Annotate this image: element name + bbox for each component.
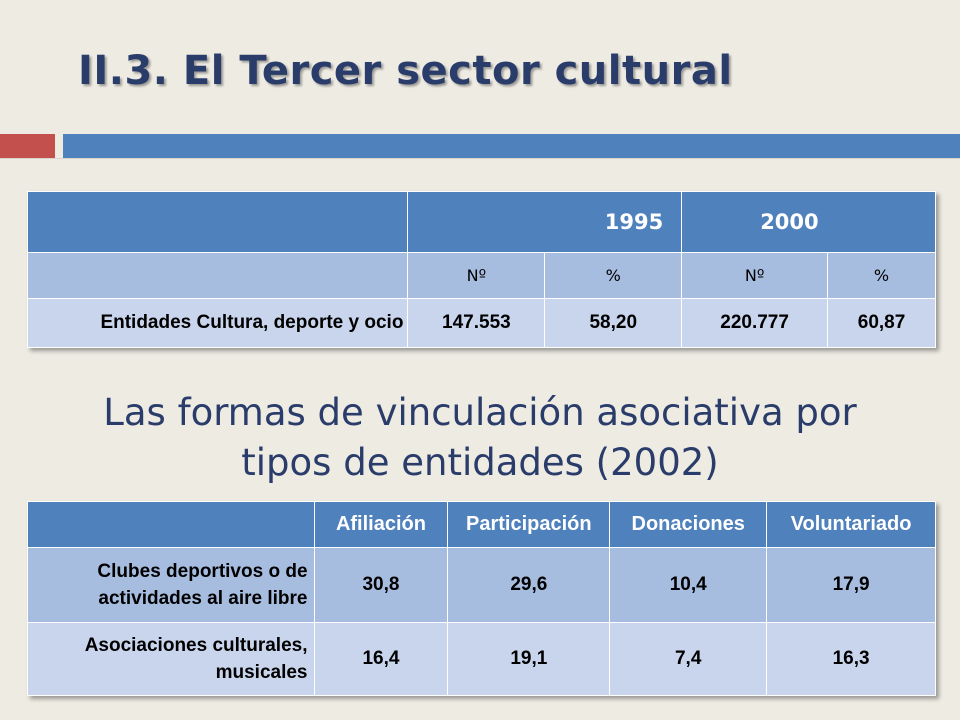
- entities-table: 1995 2000 Nº % Nº % Entidades Cultura, d…: [26, 191, 936, 348]
- column-header: Afiliación: [313, 501, 449, 548]
- table-cell: 29,6: [447, 547, 611, 623]
- section-subtitle: Las formas de vinculación asociativa por…: [0, 388, 960, 488]
- column-header: Participación: [447, 501, 611, 548]
- subtitle-line: tipos de entidades (2002): [241, 441, 719, 484]
- row-label: Asociaciones culturales, musicales: [27, 622, 315, 696]
- table-header-row: 1995 2000: [26, 191, 936, 253]
- table-row: Asociaciones culturales, musicales 16,4 …: [27, 622, 936, 696]
- table-cell: 60,87: [827, 298, 936, 348]
- table-subheader-row: Nº % Nº %: [26, 252, 936, 299]
- year-label: 1995: [604, 210, 664, 234]
- row-label: Clubes deportivos o de actividades al ai…: [27, 547, 315, 623]
- accent-bar-blue: [63, 134, 960, 158]
- subheader-cell: Nº: [681, 252, 829, 299]
- header-year-1995: 1995: [407, 191, 683, 253]
- table-cell: 7,4: [609, 622, 768, 696]
- row-label-line: Asociaciones culturales,: [84, 635, 308, 656]
- table-cell: 19,1: [447, 622, 611, 696]
- column-header: Donaciones: [609, 501, 768, 548]
- table-cell: 16,3: [766, 622, 936, 696]
- table-cell: 30,8: [313, 547, 449, 623]
- table-header-row: Afiliación Participación Donaciones Volu…: [27, 501, 936, 548]
- header-year-2000: 2000: [681, 191, 936, 253]
- row-label-line: actividades al aire libre: [98, 588, 308, 609]
- subheader-cell: Nº: [407, 252, 546, 299]
- column-header: Voluntariado: [766, 501, 936, 548]
- table-cell: 16,4: [313, 622, 449, 696]
- row-label-line: Clubes deportivos o de: [97, 561, 308, 582]
- header-empty-cell: [26, 191, 409, 253]
- header-empty-cell: [27, 501, 315, 548]
- row-label: Entidades Cultura, deporte y ocio: [26, 298, 409, 348]
- subheader-empty-cell: [26, 252, 409, 299]
- slide-title: II.3. El Tercer sector cultural: [78, 48, 733, 94]
- table-cell: 220.777: [681, 298, 829, 348]
- table-cell: 10,4: [609, 547, 768, 623]
- subheader-cell: %: [544, 252, 683, 299]
- accent-bar-red: [0, 134, 55, 158]
- table-row: Entidades Cultura, deporte y ocio 147.55…: [26, 298, 936, 348]
- table-cell: 58,20: [544, 298, 683, 348]
- table-cell: 17,9: [766, 547, 936, 623]
- subtitle-line: Las formas de vinculación asociativa por: [103, 391, 857, 434]
- table-row: Clubes deportivos o de actividades al ai…: [27, 547, 936, 623]
- divider-line: [0, 158, 960, 159]
- association-table: Afiliación Participación Donaciones Volu…: [27, 501, 936, 696]
- table-cell: 147.553: [407, 298, 546, 348]
- subheader-cell: %: [827, 252, 936, 299]
- row-label-line: musicales: [215, 662, 308, 683]
- year-label: 2000: [760, 210, 819, 234]
